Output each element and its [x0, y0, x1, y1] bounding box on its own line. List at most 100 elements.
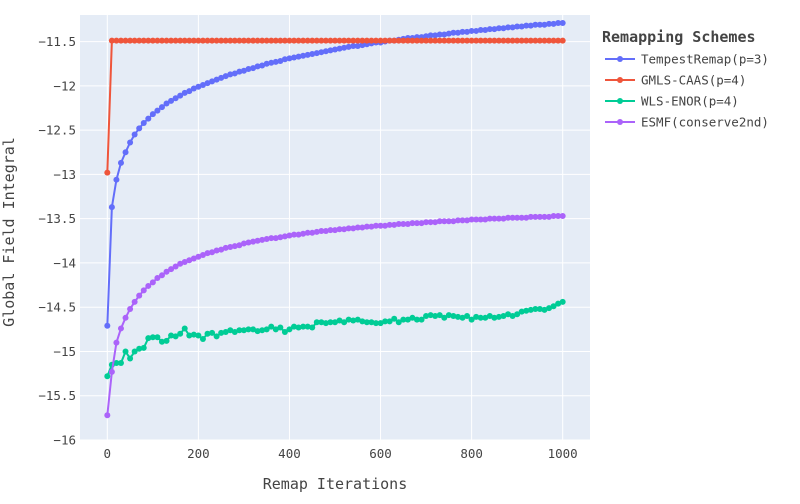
data-point — [468, 37, 475, 44]
data-point — [454, 313, 461, 320]
data-point — [354, 316, 361, 323]
data-point — [117, 325, 124, 332]
data-point — [245, 326, 252, 333]
data-point — [359, 318, 366, 325]
data-point — [386, 318, 393, 325]
data-point — [181, 37, 188, 44]
grid-lines — [80, 15, 590, 441]
data-point — [332, 319, 338, 326]
data-point — [300, 230, 307, 237]
data-point — [327, 47, 334, 54]
data-point — [555, 300, 562, 307]
data-point — [250, 326, 257, 333]
data-point — [477, 216, 484, 223]
legend-item[interactable]: ESMF(conserve2nd) — [605, 115, 769, 130]
data-point — [486, 313, 493, 320]
data-point — [104, 322, 111, 329]
y-tick-label: −13.5 — [38, 211, 76, 226]
data-point — [391, 221, 398, 228]
data-point — [441, 37, 448, 44]
data-point — [473, 216, 480, 223]
data-point — [532, 213, 539, 220]
data-point — [268, 323, 275, 330]
data-point — [149, 334, 156, 341]
data-point — [395, 37, 402, 44]
data-point — [509, 37, 516, 44]
data-point — [500, 25, 507, 32]
data-point — [145, 282, 152, 289]
data-point — [386, 221, 393, 228]
data-point — [149, 37, 156, 44]
data-point — [514, 23, 521, 30]
data-point — [445, 30, 452, 37]
data-point — [418, 316, 425, 323]
x-tick-label: 0 — [104, 446, 112, 461]
data-point — [136, 125, 143, 132]
data-point — [113, 359, 120, 366]
data-point — [240, 240, 247, 247]
data-point — [459, 217, 466, 224]
legend-item[interactable]: WLS-ENOR(p=4) — [605, 94, 739, 109]
data-point — [131, 348, 138, 355]
data-point — [304, 229, 311, 236]
data-point — [117, 159, 124, 166]
data-point — [108, 368, 115, 375]
data-point — [231, 37, 238, 44]
data-point — [322, 320, 329, 327]
data-point — [272, 58, 279, 65]
data-point — [127, 305, 134, 312]
data-point — [122, 348, 129, 355]
data-point — [318, 228, 325, 235]
data-point — [473, 37, 480, 44]
y-tick-label: −12 — [53, 78, 76, 93]
data-point — [218, 329, 225, 336]
data-point — [277, 58, 284, 65]
data-point — [391, 37, 398, 44]
data-point — [464, 28, 471, 35]
data-point — [145, 335, 152, 342]
data-point — [436, 37, 443, 44]
data-point — [354, 42, 361, 49]
data-point — [263, 37, 270, 44]
data-point — [154, 107, 161, 114]
data-point — [263, 326, 270, 333]
data-point — [423, 33, 430, 40]
data-point — [546, 305, 553, 312]
data-point — [432, 37, 439, 44]
data-point — [464, 313, 471, 320]
legend-items: TempestRemap(p=3) GMLS-CAAS(p=4) WLS-ENOR(… — [605, 52, 769, 130]
y-tick-label: −15 — [53, 344, 76, 359]
data-point — [209, 329, 216, 336]
legend-item[interactable]: TempestRemap(p=3) — [605, 52, 769, 67]
data-point — [168, 97, 175, 104]
data-point — [231, 70, 238, 77]
data-point — [527, 22, 534, 29]
data-point — [309, 324, 316, 331]
data-point — [254, 237, 261, 244]
data-point — [181, 89, 188, 96]
data-point — [291, 54, 298, 61]
data-point — [199, 81, 206, 88]
legend-item[interactable]: GMLS-CAAS(p=4) — [605, 73, 746, 88]
data-point — [236, 242, 243, 249]
data-point — [341, 226, 348, 233]
legend-label: GMLS-CAAS(p=4) — [641, 73, 746, 88]
data-point — [395, 220, 402, 227]
data-point — [427, 312, 434, 319]
data-point — [227, 71, 234, 78]
data-point — [341, 44, 348, 51]
data-point — [190, 255, 197, 262]
data-point — [204, 80, 211, 87]
data-point — [345, 43, 352, 50]
data-point — [532, 21, 539, 28]
data-point — [336, 45, 343, 52]
data-point — [468, 27, 475, 34]
data-point — [236, 68, 243, 75]
legend-swatch-marker — [617, 77, 623, 83]
data-point — [427, 219, 434, 226]
data-point — [254, 37, 261, 44]
data-point — [268, 235, 275, 242]
data-point — [368, 223, 375, 230]
data-point — [295, 324, 302, 331]
data-point — [291, 37, 298, 44]
